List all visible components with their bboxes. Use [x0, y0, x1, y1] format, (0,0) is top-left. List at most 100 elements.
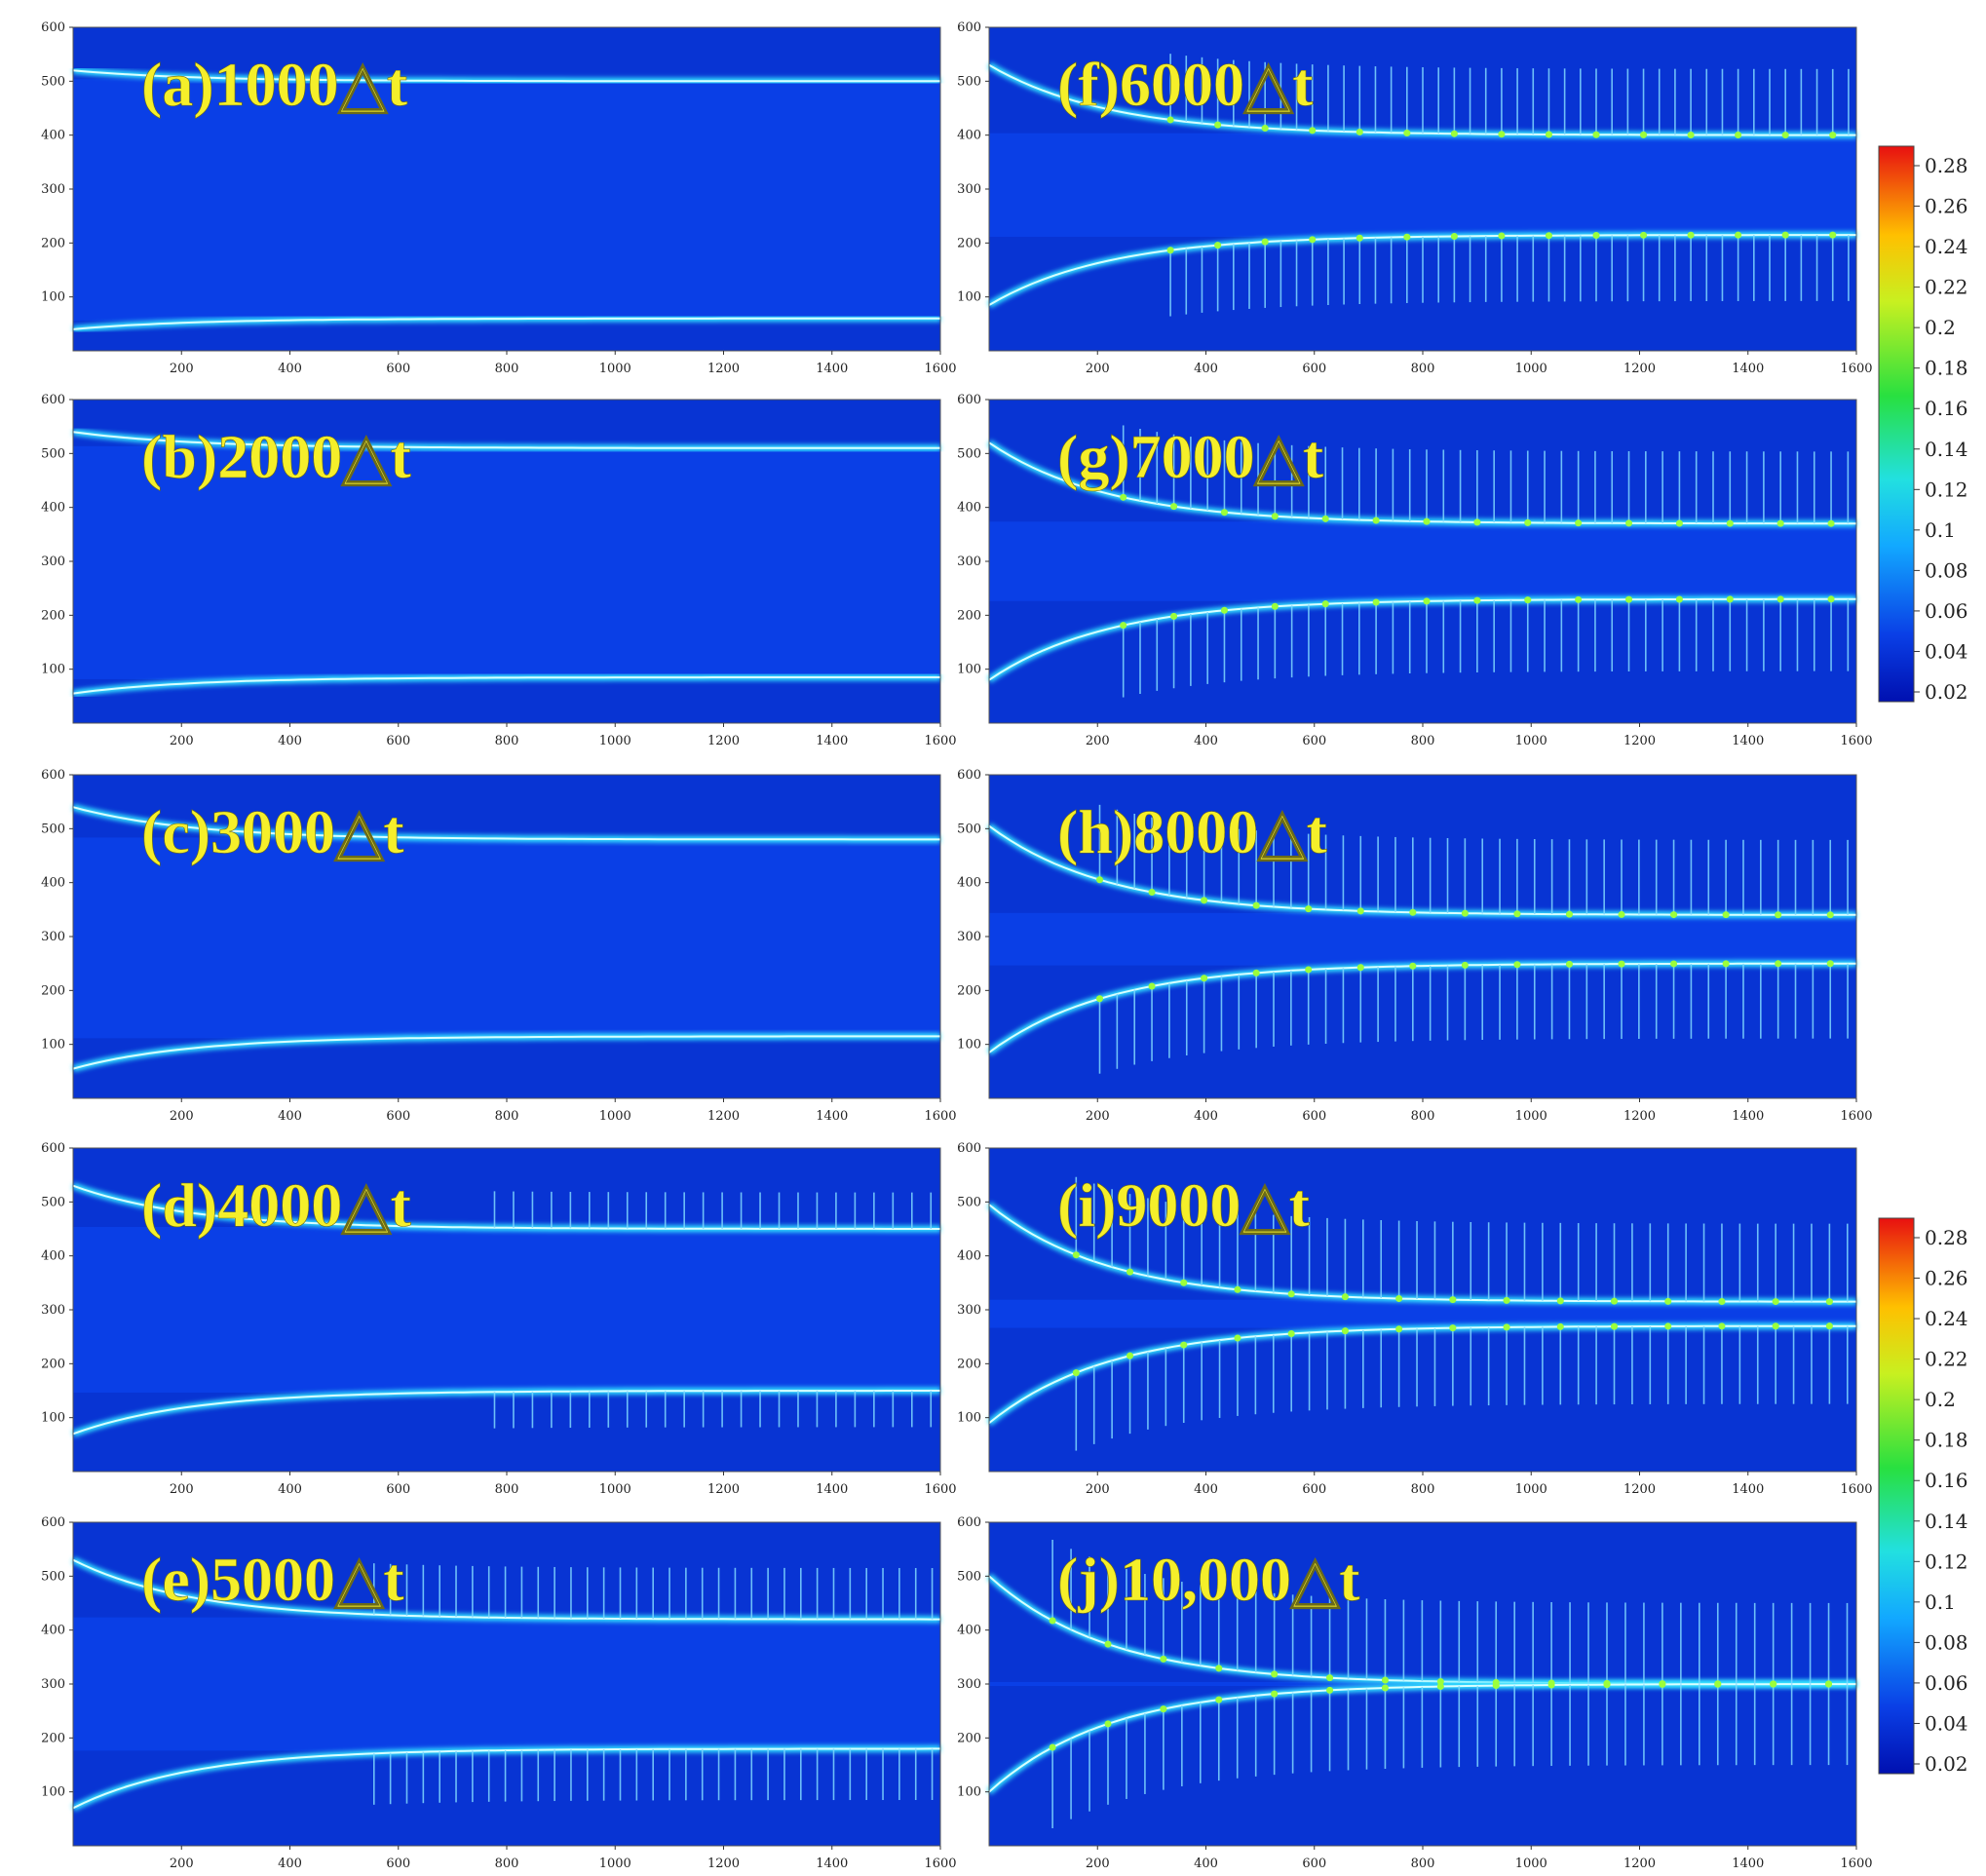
- solute-node: [1625, 519, 1633, 527]
- y-tick-label: 600: [41, 768, 65, 783]
- y-tick-label: 300: [957, 182, 981, 197]
- lower-interface: [988, 234, 1856, 306]
- colorbar-tick-label: 0.12: [1925, 1550, 1968, 1573]
- y-tick-label: 300: [41, 1303, 65, 1318]
- solute-node: [1096, 995, 1104, 1003]
- y-tick-label: 200: [41, 236, 65, 250]
- panel-label: (h)8000△t: [1057, 797, 1327, 866]
- x-tick-label: 600: [386, 362, 410, 376]
- solute-node: [1450, 232, 1458, 240]
- x-tick-label: 1000: [1515, 1482, 1547, 1497]
- solute-node: [1234, 1285, 1241, 1293]
- y-tick-label: 400: [41, 129, 65, 143]
- solute-node: [1381, 1676, 1389, 1684]
- x-tick-label: 1200: [707, 1857, 740, 1871]
- x-tick-label: 1000: [1515, 1857, 1547, 1871]
- panel-i: 600 500 400 300 200 100 200 400 600 800 1000 1200 14…: [957, 1141, 1872, 1497]
- x-tick-label: 400: [1194, 1857, 1218, 1871]
- upper-interface: [988, 1204, 1856, 1303]
- colorbar-2: 0.28 0.26 0.24 0.22 0.2 0.18 0.16 0.14 0.12 0.1 0.…: [1878, 1217, 1968, 1776]
- x-tick-label: 600: [1302, 1857, 1326, 1871]
- colorbar-tick-label: 0.12: [1925, 478, 1968, 501]
- solute-node: [1341, 1327, 1349, 1335]
- solute-node: [1309, 127, 1317, 134]
- lower-interface: [988, 962, 1856, 1053]
- solute-node: [1718, 1322, 1726, 1330]
- y-tick-label: 500: [41, 74, 65, 89]
- colorbar-tick-label: 0.04: [1925, 1711, 1968, 1735]
- x-tick-label: 1200: [1623, 1109, 1656, 1124]
- solute-node: [1556, 1297, 1564, 1305]
- outer-region-bottom: [989, 600, 1856, 723]
- solute-node: [1726, 519, 1734, 527]
- x-tick-label: 200: [170, 734, 194, 748]
- x-tick-label: 800: [495, 1109, 519, 1124]
- y-tick-label: 100: [41, 1785, 65, 1800]
- x-tick-label: 600: [386, 1857, 410, 1871]
- solute-node: [1356, 964, 1364, 972]
- solute-node: [1305, 905, 1313, 913]
- x-tick-label: 200: [170, 1109, 194, 1124]
- x-tick-label: 800: [1411, 734, 1435, 748]
- x-tick-label: 200: [170, 1482, 194, 1497]
- colorbars-layer: 0.28 0.26 0.24 0.22 0.2 0.18 0.16 0.14 0.12 0.1 0.…: [1878, 145, 1968, 1776]
- solute-node: [1664, 1297, 1672, 1305]
- solute-node: [1271, 513, 1279, 520]
- x-tick-label: 400: [278, 1109, 302, 1124]
- solute-node: [1148, 982, 1156, 990]
- x-tick-label: 400: [278, 1857, 302, 1871]
- x-tick-label: 400: [1194, 1109, 1218, 1124]
- solute-node: [1234, 1334, 1241, 1342]
- upper-interface: [988, 824, 1856, 916]
- x-tick-label: 400: [278, 1482, 302, 1497]
- panel-label: (d)4000△t: [141, 1170, 411, 1240]
- solute-node: [1180, 1279, 1188, 1286]
- solute-node: [1603, 1681, 1611, 1689]
- solute-node: [1670, 960, 1678, 968]
- lower-interface: [72, 1747, 940, 1810]
- x-tick-label: 600: [1302, 362, 1326, 376]
- colorbar-tick-label: 0.2: [1925, 316, 1956, 339]
- solute-node: [1781, 231, 1789, 239]
- solute-node: [1170, 612, 1178, 620]
- solute-node: [1127, 1268, 1134, 1276]
- x-tick-label: 1400: [816, 1482, 848, 1497]
- y-tick-label: 100: [957, 1785, 981, 1800]
- solute-node: [1372, 598, 1380, 606]
- panel-a: 600 500 400 300 200 100 200 400 600 800 1000 1200 14…: [41, 20, 956, 376]
- x-tick-label: 1400: [1732, 1109, 1764, 1124]
- solute-node: [1461, 909, 1469, 917]
- solute-node: [1547, 1681, 1555, 1689]
- upper-interface: [988, 441, 1856, 525]
- solute-node: [1395, 1294, 1403, 1302]
- y-tick-label: 100: [957, 663, 981, 677]
- y-tick-label: 400: [41, 1249, 65, 1264]
- solute-node: [1436, 1677, 1444, 1685]
- colorbar-tick-label: 0.08: [1925, 1630, 1968, 1654]
- x-tick-label: 1200: [707, 1109, 740, 1124]
- x-tick-label: 1600: [924, 734, 956, 748]
- x-tick-label: 1600: [1840, 1109, 1872, 1124]
- solute-node: [1735, 231, 1742, 239]
- solute-node: [1220, 509, 1228, 517]
- solute-node: [1127, 1352, 1134, 1359]
- y-tick-label: 500: [41, 1569, 65, 1584]
- upper-interface: [988, 63, 1856, 136]
- solute-node: [1575, 519, 1583, 527]
- y-tick-label: 400: [41, 1624, 65, 1638]
- colorbar-tick-label: 0.1: [1925, 518, 1956, 542]
- solute-node: [1409, 962, 1417, 970]
- colorbar-tick-label: 0.22: [1925, 1348, 1968, 1371]
- solute-node: [1826, 911, 1834, 919]
- solute-node: [1687, 231, 1695, 239]
- field-background: [989, 775, 1856, 1098]
- lower-interface: [72, 317, 940, 330]
- y-tick-label: 200: [41, 608, 65, 623]
- lower-interface: [988, 1683, 1856, 1793]
- x-tick-label: 600: [386, 734, 410, 748]
- solute-node: [1461, 961, 1469, 969]
- upper-interface: [72, 1558, 940, 1621]
- solute-node: [1341, 1293, 1349, 1301]
- panel-e: 600 500 400 300 200 100 200 400 600 800 1000 1200 14…: [41, 1515, 956, 1871]
- outer-region-bottom: [73, 1750, 940, 1846]
